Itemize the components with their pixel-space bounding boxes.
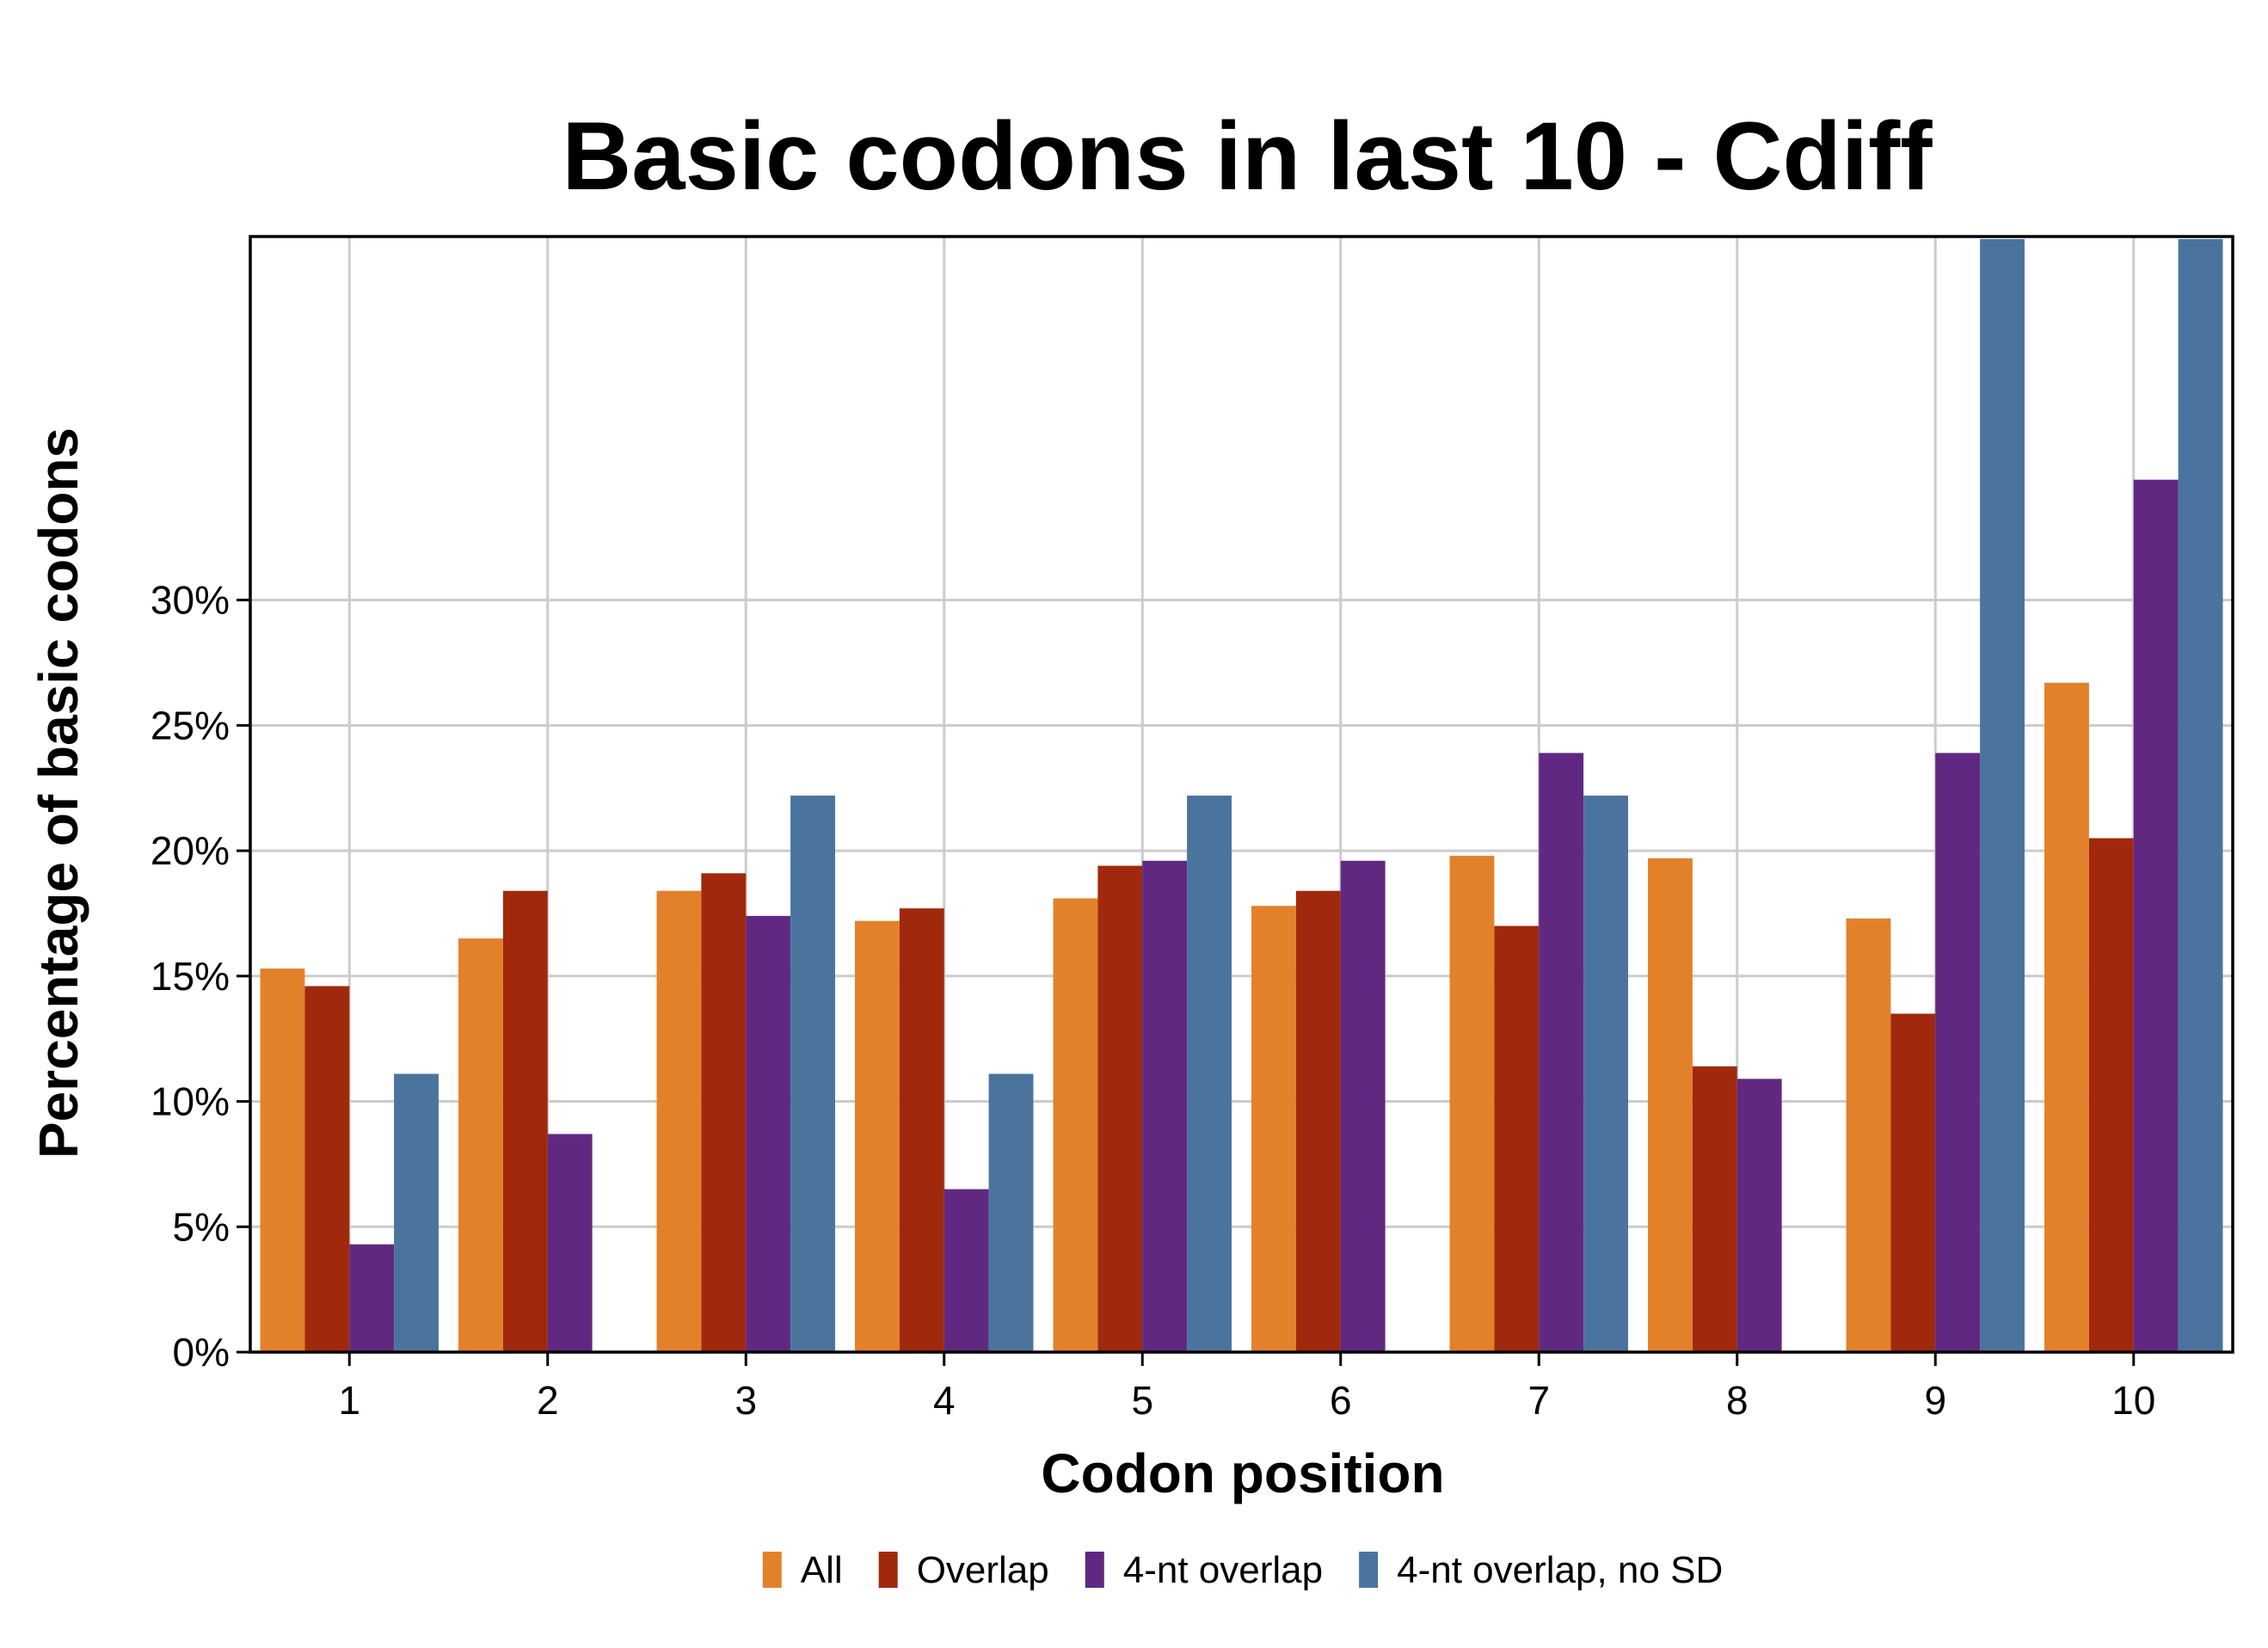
bar (1846, 918, 1891, 1352)
x-tick-label: 3 (734, 1378, 757, 1423)
bar (1449, 855, 1495, 1352)
bar (349, 1244, 395, 1352)
bar (1097, 865, 1143, 1352)
y-axis-label: Percentage of basic codons (28, 427, 89, 1159)
y-tick-label: 20% (151, 828, 230, 873)
bar (1251, 906, 1296, 1352)
bar (1583, 795, 1628, 1352)
bar (502, 890, 548, 1352)
x-tick-label: 4 (933, 1378, 956, 1423)
bar (1935, 753, 1981, 1352)
axis-ticks: 0% 5% 10% 15% 20% 25% 30% 1 2 3 4 5 6 7 8 9 10 (151, 578, 2155, 1423)
x-axis-label: Codon position (1041, 1442, 1444, 1504)
x-tick-label: 8 (1726, 1378, 1749, 1423)
y-tick-label: 25% (151, 703, 230, 747)
bar (855, 920, 900, 1352)
bar (260, 969, 305, 1352)
x-tick-label: 1 (338, 1378, 360, 1423)
bars (260, 238, 2223, 1353)
bar (1340, 860, 1386, 1352)
legend-swatch (762, 1552, 782, 1588)
bar (1494, 925, 1540, 1352)
x-tick-label: 7 (1527, 1378, 1550, 1423)
bar (458, 938, 503, 1352)
legend: All Overlap 4-nt overlap 4-nt overlap, no S… (762, 1549, 1723, 1591)
bar (1692, 1066, 1737, 1352)
bar (701, 873, 747, 1352)
bar (988, 1073, 1034, 1352)
bar (1142, 860, 1188, 1352)
y-tick-label: 15% (151, 954, 230, 999)
legend-label: 4-nt overlap, no SD (1397, 1549, 1723, 1591)
bar (899, 908, 944, 1352)
plot-frame (249, 235, 2234, 1354)
bar (304, 986, 350, 1352)
bar (2044, 682, 2089, 1352)
y-tick-label: 5% (173, 1204, 230, 1249)
legend-swatch (1359, 1552, 1379, 1588)
x-tick-label: 10 (2111, 1378, 2155, 1423)
bar (1736, 1079, 1782, 1352)
x-tick-label: 5 (1131, 1378, 1153, 1423)
bar (1890, 1013, 1936, 1352)
y-tick-label: 10% (151, 1079, 230, 1124)
bar (1648, 858, 1693, 1352)
x-tick-label: 6 (1330, 1378, 1352, 1423)
x-tick-label: 9 (1924, 1378, 1946, 1423)
bar (790, 795, 835, 1352)
bar (1187, 795, 1232, 1352)
x-tick-label: 2 (537, 1378, 559, 1423)
y-tick-label: 0% (173, 1330, 230, 1374)
y-tick-label: 30% (151, 578, 230, 623)
bar (1295, 890, 1341, 1352)
bar (943, 1189, 989, 1352)
bar (394, 1073, 439, 1352)
bar (1053, 898, 1098, 1352)
bar (2133, 479, 2179, 1352)
bar (1539, 753, 1584, 1352)
bar (1980, 238, 2025, 1353)
bar (656, 890, 702, 1352)
chart-title: Basic codons in last 10 - Cdiff (562, 102, 1933, 210)
legend-swatch (878, 1552, 898, 1588)
bar (2088, 838, 2134, 1352)
legend-swatch (1085, 1552, 1104, 1588)
legend-label: Overlap (917, 1549, 1049, 1591)
legend-label: All (801, 1549, 843, 1591)
bar (2178, 238, 2223, 1353)
legend-label: 4-nt overlap (1123, 1549, 1323, 1591)
bar (547, 1134, 593, 1352)
bar (746, 915, 791, 1352)
